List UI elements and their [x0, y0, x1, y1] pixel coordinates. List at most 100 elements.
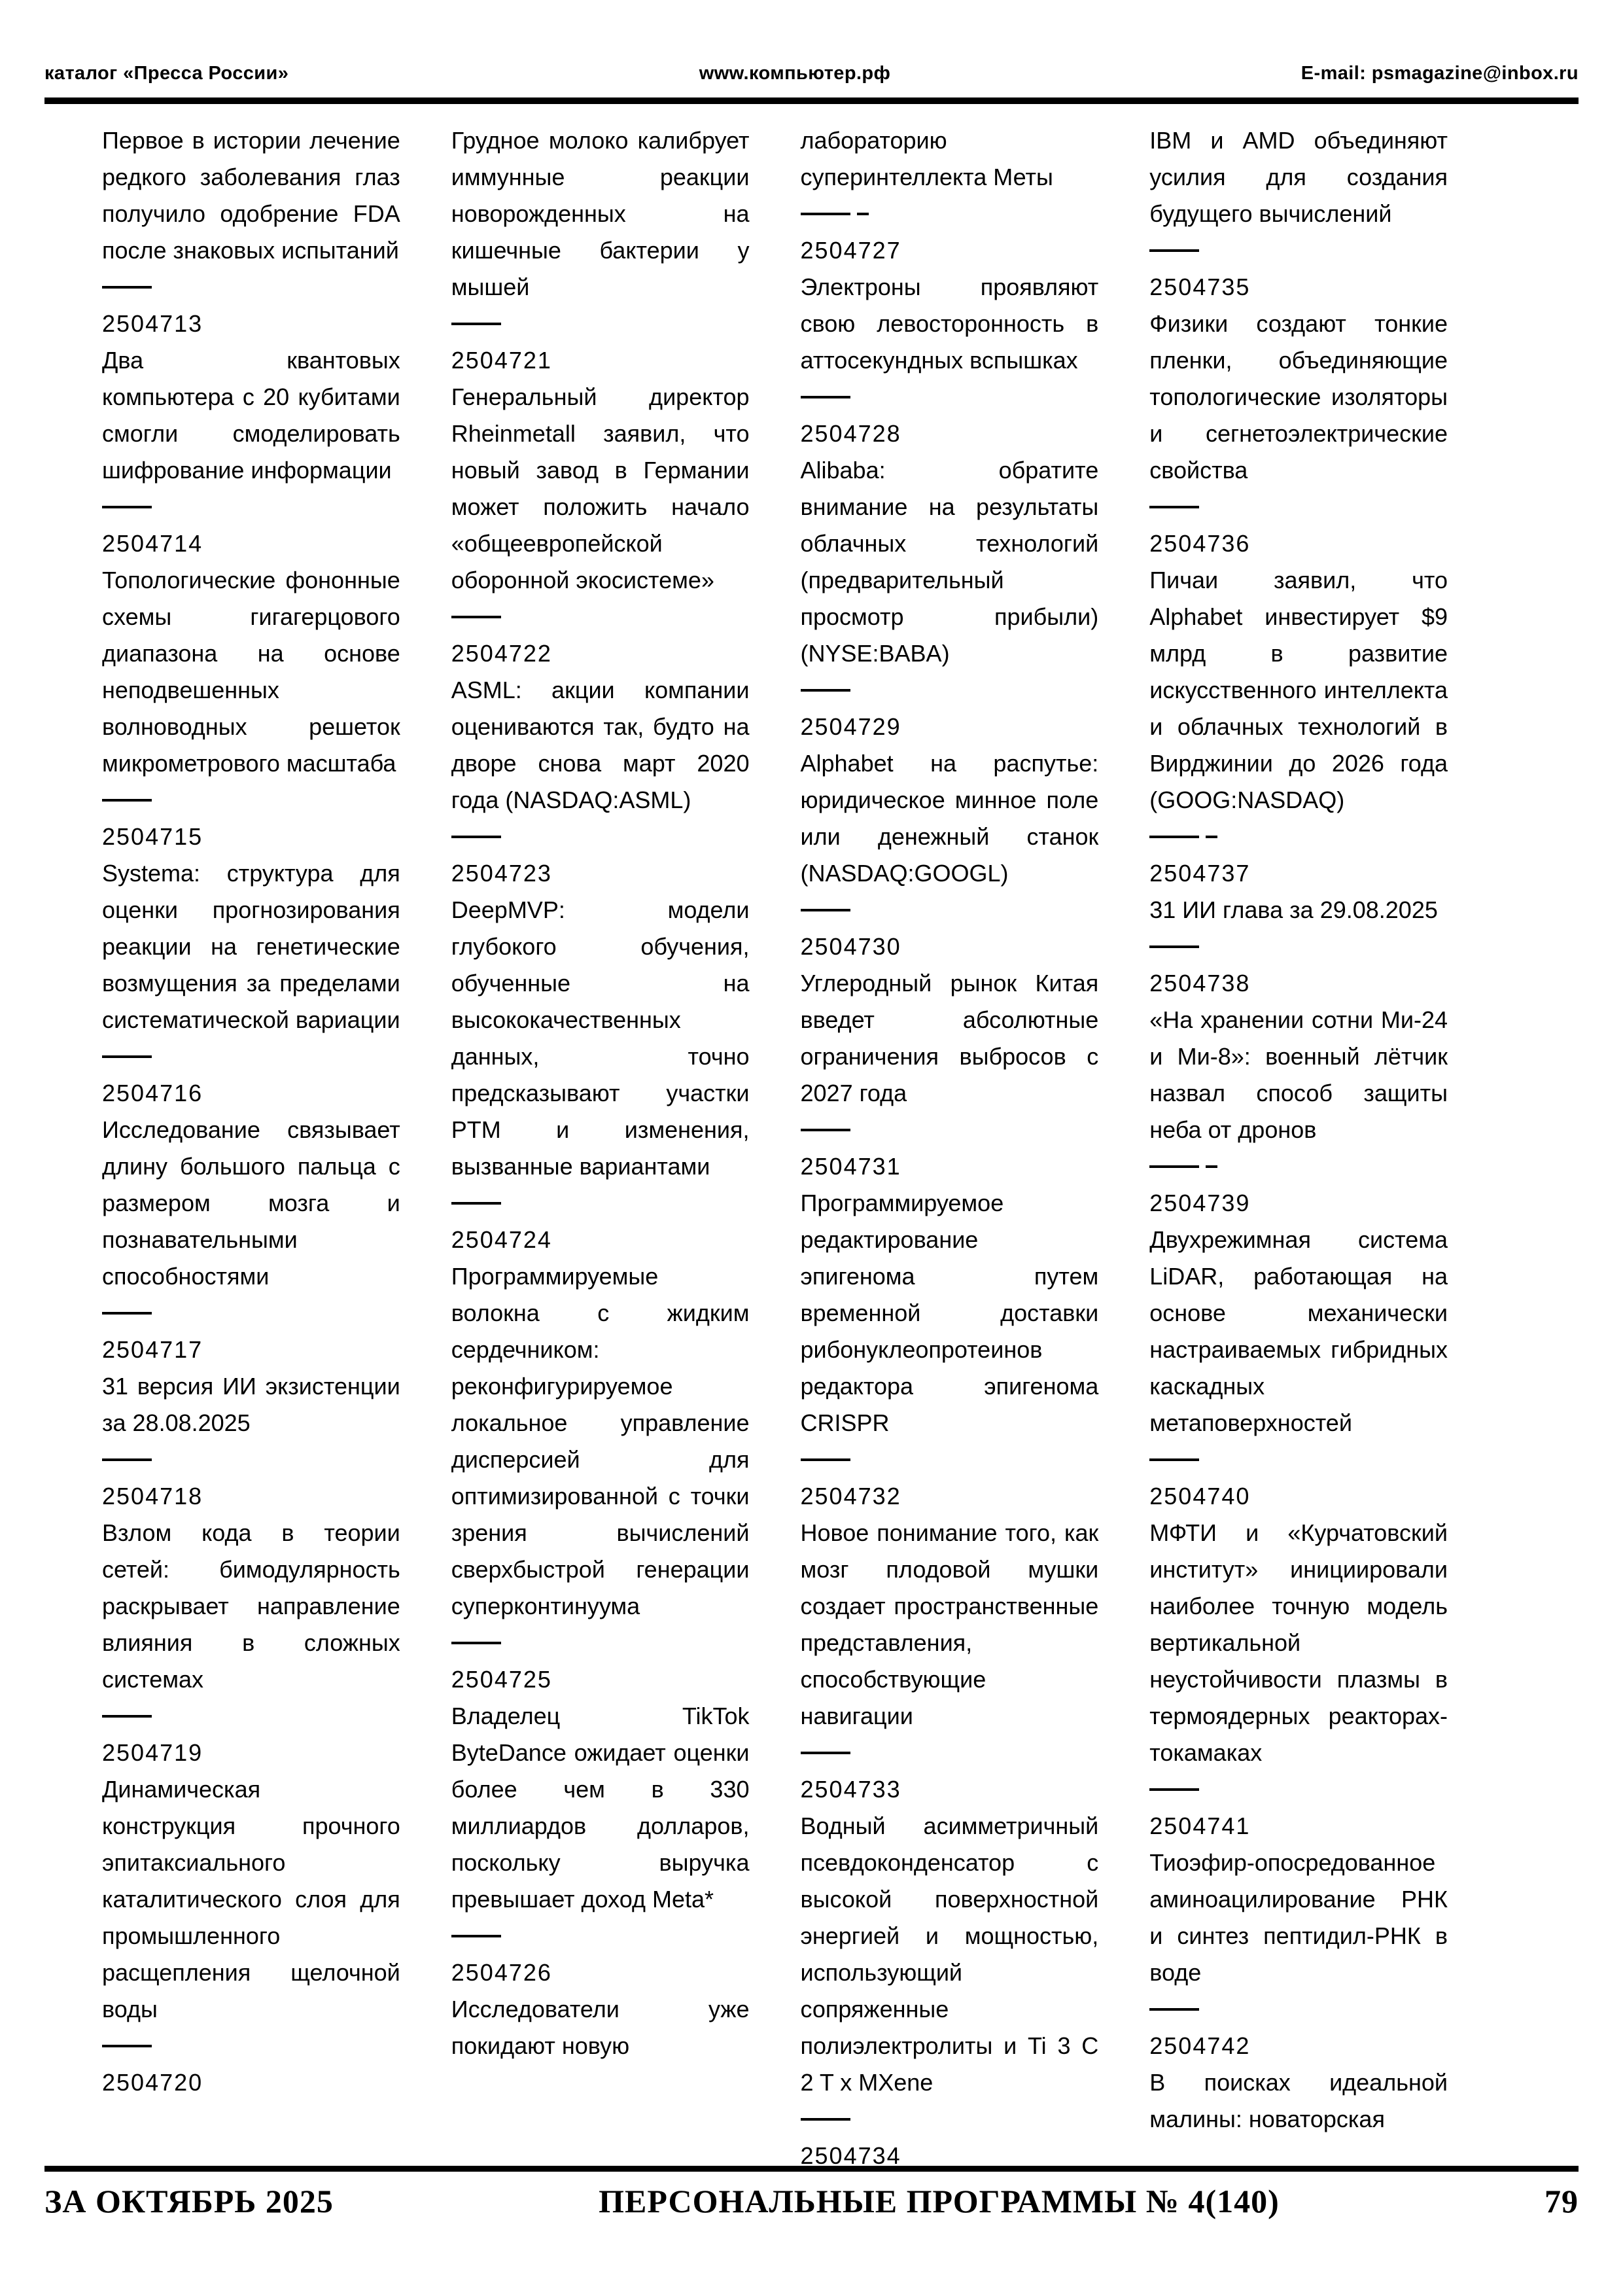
column-3: лабораторию суперинтеллекта Меты 2504727 Э…	[800, 122, 1099, 2174]
entry-id: 2504720	[102, 2069, 203, 2096]
divider-line	[1149, 945, 1200, 948]
entry-divider	[102, 1441, 400, 1478]
entry-divider	[102, 1038, 400, 1075]
divider-line	[451, 1202, 501, 1205]
entry-divider	[102, 2028, 400, 2064]
entry-id: 2504730	[800, 933, 901, 960]
entry-title: Systema: структура для оценки прогнозиро…	[102, 860, 400, 1033]
footer-publication-title: ПЕРСОНАЛЬНЫЕ ПРОГРАММЫ № 4(140)	[599, 2183, 1280, 2219]
header-site-label: www.компьютер.рф	[699, 63, 891, 84]
divider-line	[102, 1055, 152, 1058]
entry-divider	[451, 1185, 750, 1222]
divider-line	[1149, 249, 1200, 252]
entry-divider	[1149, 1441, 1448, 1478]
divider-line	[1149, 506, 1200, 508]
entry-id: 2504716	[102, 1080, 203, 1106]
entry-divider	[1149, 232, 1448, 269]
entry-id: 2504729	[800, 713, 901, 740]
divider-line	[1149, 1165, 1200, 1168]
divider-line	[451, 1642, 501, 1644]
entry-divider	[800, 196, 1099, 232]
divider-line	[102, 286, 152, 289]
entry-title: Программируемые волокна с жидким сердечн…	[451, 1263, 750, 1619]
divider-dash	[1206, 836, 1218, 838]
entry-divider	[451, 599, 750, 635]
divider-line	[451, 323, 501, 325]
column-4: IBM и AMD объединяют усилия для создания…	[1149, 122, 1448, 2174]
entry-title: Новое понимание того, как мозг плодовой …	[800, 1519, 1099, 1729]
column-2: Грудное молоко калибрует иммунные реакци…	[451, 122, 750, 2174]
entry-divider	[800, 2101, 1099, 2138]
divider-line	[800, 2118, 850, 2121]
footer-rule	[44, 2166, 1579, 2172]
entry-divider	[102, 782, 400, 819]
entry-divider	[1149, 1991, 1448, 2028]
entry-title: ASML: акции компании оцениваются так, бу…	[451, 677, 750, 813]
entry-id: 2504728	[800, 420, 901, 447]
divider-line	[800, 1129, 850, 1131]
entry-id: 2504738	[1149, 970, 1251, 997]
entry-divider	[800, 1735, 1099, 1771]
columns: Первое в истории лечение редкого заболев…	[102, 122, 1448, 2174]
entry-id: 2504727	[800, 237, 901, 264]
entry-divider	[800, 672, 1099, 709]
entry-divider	[451, 1625, 750, 1661]
entry-title: «На хранении сотни Ми-24 и Ми-8»: военны…	[1149, 1006, 1448, 1143]
entry-id: 2504736	[1149, 530, 1251, 557]
divider-line	[1149, 1458, 1200, 1461]
entry-title: Генеральный директор Rheinmetall заявил,…	[451, 383, 750, 593]
entry-id: 2504742	[1149, 2032, 1251, 2059]
column-1: Первое в истории лечение редкого заболев…	[102, 122, 400, 2174]
entry-id: 2504724	[451, 1226, 552, 1253]
divider-line	[102, 799, 152, 802]
entry-title: Alibaba: обратите внимание на результаты…	[800, 457, 1099, 667]
entry-title: Владелец TikTok ByteDance ожидает оценки…	[451, 1703, 750, 1913]
entry-title: Физики создают тонкие пленки, объединяющ…	[1149, 310, 1448, 484]
divider-line	[800, 909, 850, 911]
divider-line	[800, 213, 850, 215]
entry-title: Электроны проявляют свою левосторонность…	[800, 274, 1099, 374]
divider-line	[1149, 2008, 1200, 2011]
divider-line	[1149, 1788, 1200, 1791]
divider-line	[102, 506, 152, 508]
entry-id: 2504740	[1149, 1483, 1251, 1510]
page-footer: ЗА ОКТЯБРЬ 2025 ПЕРСОНАЛЬНЫЕ ПРОГРАММЫ №…	[44, 2166, 1579, 2220]
entry-id: 2504735	[1149, 274, 1251, 300]
entry-id: 2504714	[102, 530, 203, 557]
entry-id: 2504713	[102, 310, 203, 337]
entry-divider	[102, 489, 400, 525]
entry-divider	[800, 892, 1099, 928]
entry-title: Программируемое редактирование эпигенома…	[800, 1190, 1099, 1436]
header-rule	[44, 97, 1579, 104]
entry-title: лабораторию суперинтеллекта Меты	[800, 127, 1053, 190]
header-catalog-label: каталог «Пресса России»	[44, 63, 289, 84]
entry-divider	[1149, 1148, 1448, 1185]
entry-id: 2504722	[451, 640, 552, 667]
entry-divider	[451, 306, 750, 342]
entry-id: 2504725	[451, 1666, 552, 1693]
entry-id: 2504721	[451, 347, 552, 374]
divider-line	[102, 1312, 152, 1315]
entry-title: Alphabet на распутье: юридическое минное…	[800, 750, 1099, 887]
divider-line	[451, 1935, 501, 1937]
entry-title: 31 версия ИИ экзистенции за 28.08.2025	[102, 1373, 400, 1436]
divider-line	[800, 689, 850, 692]
footer-page-number: 79	[1544, 2183, 1579, 2219]
entry-id: 2504739	[1149, 1190, 1251, 1216]
entry-title: Динамическая конструкция прочного эпитак…	[102, 1776, 400, 2022]
entry-title: МФТИ и «Курчатовский институт» иницииров…	[1149, 1519, 1448, 1766]
entry-id: 2504732	[800, 1483, 901, 1510]
entry-id: 2504726	[451, 1959, 552, 1986]
entry-divider	[102, 1698, 400, 1735]
header-email-label: E-mail: psmagazine@inbox.ru	[1300, 63, 1579, 84]
entry-title: Двухрежимная система LiDAR, работающая н…	[1149, 1226, 1448, 1436]
footer-issue-period: ЗА ОКТЯБРЬ 2025	[44, 2183, 334, 2219]
entry-divider	[1149, 489, 1448, 525]
entry-title: Исследователи уже покидают новую	[451, 1996, 750, 2059]
entry-id: 2504715	[102, 823, 203, 850]
entry-id: 2504737	[1149, 860, 1251, 887]
entry-divider	[102, 269, 400, 306]
entry-divider	[451, 819, 750, 855]
divider-line	[800, 1752, 850, 1754]
divider-line	[800, 396, 850, 398]
